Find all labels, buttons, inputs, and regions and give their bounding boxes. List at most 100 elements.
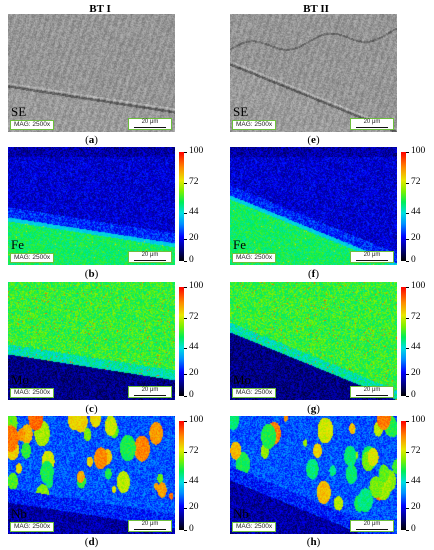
colorbar-tick-label: 44 bbox=[411, 207, 421, 218]
scale-bar-line bbox=[356, 127, 388, 128]
scale-bar-label: 20 μm bbox=[141, 387, 159, 393]
panel-d-nb-map: Nb MAG: 2500x 20 μm bbox=[8, 416, 175, 534]
panel-letter: h bbox=[310, 536, 317, 548]
colorbar-tick-mark bbox=[406, 508, 409, 510]
panel-caption: (d) bbox=[84, 536, 99, 548]
colorbar-tick-mark bbox=[184, 152, 187, 153]
colorbar-tick-label: 100 bbox=[189, 281, 204, 291]
colorbar-tick-mark bbox=[406, 239, 409, 241]
element-label: SE bbox=[11, 104, 27, 119]
panel-letter: f bbox=[311, 268, 316, 280]
panel-f-fe-map: Fe MAG: 2500x 20 μm bbox=[230, 147, 397, 265]
colorbar-tick-mark bbox=[184, 261, 187, 262]
colorbar bbox=[179, 421, 184, 530]
scale-bar-label: 20 μm bbox=[141, 521, 159, 527]
element-label: Nb bbox=[233, 506, 249, 521]
colorbar-tick-mark bbox=[184, 348, 187, 350]
colorbar-tick-label: 0 bbox=[189, 255, 194, 265]
scale-bar: 20 μm bbox=[350, 386, 394, 398]
colorbar-tick-mark bbox=[406, 396, 409, 397]
panel-letter: b bbox=[88, 268, 95, 280]
scale-bar-line bbox=[134, 260, 166, 261]
colorbar-tick-label: 72 bbox=[411, 311, 421, 322]
panel-c-mo-map: Mo MAG: 2500x 20 μm bbox=[8, 282, 175, 400]
colorbar-tick-mark bbox=[184, 213, 187, 215]
scale-bar: 20 μm bbox=[128, 251, 172, 263]
magnification-label: MAG: 2500x bbox=[232, 253, 277, 263]
colorbar-tick-mark bbox=[406, 152, 409, 153]
scale-bar: 20 μm bbox=[350, 520, 394, 532]
panel-g-mo-map: Mo MAG: 2500x 20 μm bbox=[230, 282, 397, 400]
scale-bar: 20 μm bbox=[128, 520, 172, 532]
colorbar-tick-mark bbox=[406, 261, 409, 262]
colorbar-tick-mark bbox=[184, 508, 187, 510]
colorbar-tick-label: 20 bbox=[411, 368, 421, 379]
colorbar-tick-mark bbox=[184, 317, 187, 319]
colorbar bbox=[179, 152, 184, 261]
panel-caption: (a) bbox=[85, 134, 98, 146]
colorbar-tick-label: 44 bbox=[411, 476, 421, 487]
panel-caption: (f) bbox=[307, 268, 319, 280]
colorbar-tick-label: 44 bbox=[189, 476, 199, 487]
element-label: Mo bbox=[233, 372, 252, 387]
colorbar-tick-mark bbox=[406, 451, 409, 453]
panel-b-fe-map: Fe MAG: 2500x 20 μm bbox=[8, 147, 175, 265]
panel-letter: a bbox=[88, 134, 95, 146]
panel-letter: d bbox=[88, 536, 95, 548]
scale-bar-label: 20 μm bbox=[363, 119, 381, 125]
map-image bbox=[8, 416, 175, 534]
colorbar-tick-mark bbox=[406, 213, 409, 215]
scale-bar-label: 20 μm bbox=[363, 387, 381, 393]
scale-bar-line bbox=[134, 529, 166, 530]
colorbar-tick-mark bbox=[406, 348, 409, 350]
colorbar bbox=[401, 152, 406, 261]
panel-caption: (g) bbox=[307, 403, 320, 415]
colorbar-tick-label: 100 bbox=[411, 146, 426, 156]
colorbar-tick-label: 44 bbox=[189, 342, 199, 353]
colorbar-tick-mark bbox=[406, 317, 409, 319]
column-title-bt1: BT I bbox=[89, 3, 111, 15]
colorbar-tick-mark bbox=[184, 239, 187, 241]
element-label: Mo bbox=[11, 372, 30, 387]
magnification-label: MAG: 2500x bbox=[10, 522, 55, 532]
map-image bbox=[230, 282, 397, 400]
panel-letter: g bbox=[310, 403, 317, 415]
colorbar-tick-mark bbox=[406, 421, 409, 422]
scale-bar-label: 20 μm bbox=[141, 119, 159, 125]
column-title-bt2: BT II bbox=[303, 3, 329, 15]
magnification-label: MAG: 2500x bbox=[232, 120, 277, 130]
magnification-label: MAG: 2500x bbox=[10, 253, 55, 263]
panel-letter: c bbox=[89, 403, 94, 415]
colorbar-tick-mark bbox=[184, 374, 187, 376]
panel-a-se-map: SE MAG: 2500x 20 μm bbox=[8, 14, 175, 132]
panel-caption: (e) bbox=[307, 134, 320, 146]
scale-bar-label: 20 μm bbox=[141, 252, 159, 258]
scale-bar-line bbox=[134, 127, 166, 128]
colorbar-tick-label: 100 bbox=[189, 415, 204, 425]
colorbar-tick-label: 20 bbox=[189, 368, 199, 379]
map-image bbox=[230, 147, 397, 265]
magnification-label: MAG: 2500x bbox=[232, 522, 277, 532]
colorbar-tick-label: 0 bbox=[411, 390, 416, 400]
colorbar-tick-label: 100 bbox=[411, 281, 426, 291]
map-image bbox=[230, 14, 397, 132]
map-image bbox=[8, 282, 175, 400]
colorbar-tick-mark bbox=[406, 287, 409, 288]
colorbar-tick-label: 20 bbox=[411, 502, 421, 513]
colorbar-tick-mark bbox=[184, 530, 187, 531]
colorbar bbox=[401, 287, 406, 396]
colorbar-tick-mark bbox=[406, 530, 409, 531]
colorbar-tick-mark bbox=[184, 482, 187, 484]
scale-bar-line bbox=[134, 395, 166, 396]
element-label: SE bbox=[233, 104, 249, 119]
colorbar bbox=[179, 287, 184, 396]
colorbar-tick-label: 20 bbox=[411, 233, 421, 244]
colorbar-tick-label: 72 bbox=[411, 176, 421, 187]
colorbar-tick-label: 0 bbox=[189, 390, 194, 400]
panel-letter: e bbox=[311, 134, 316, 146]
scale-bar: 20 μm bbox=[350, 251, 394, 263]
colorbar-tick-label: 20 bbox=[189, 502, 199, 513]
colorbar-tick-label: 0 bbox=[411, 524, 416, 534]
colorbar-tick-mark bbox=[184, 396, 187, 397]
colorbar-tick-mark bbox=[184, 287, 187, 288]
